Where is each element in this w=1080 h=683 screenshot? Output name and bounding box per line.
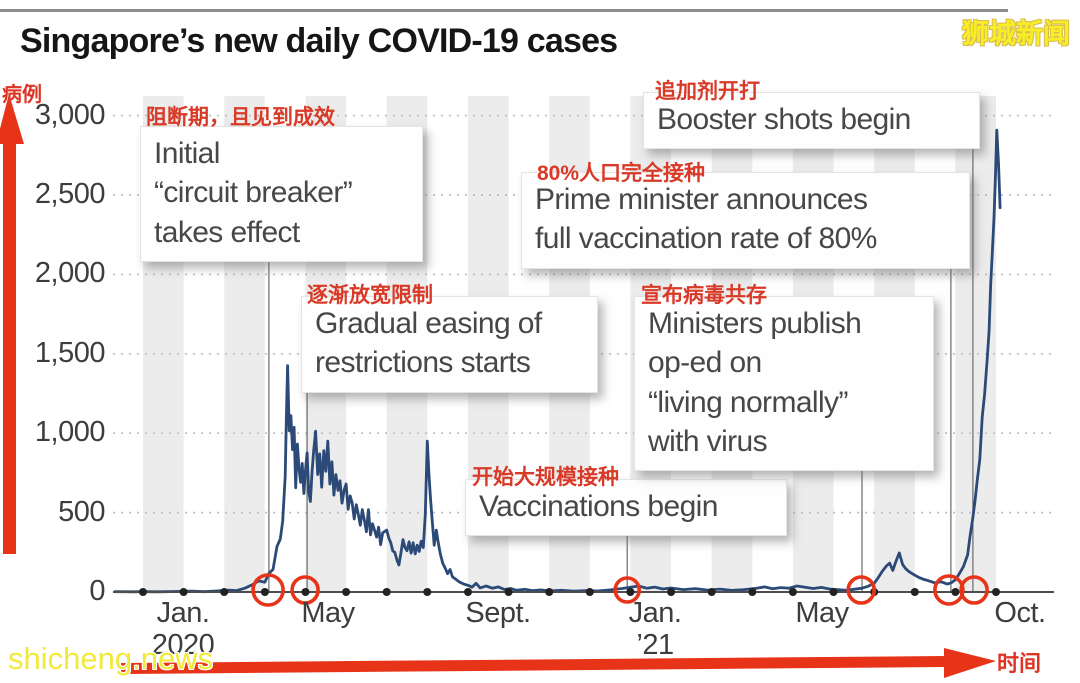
x-axis-unit-label: 时间 [997,651,1042,676]
annotation-text-line: Booster shots begin [657,103,911,136]
axis-tick-dot [585,588,594,596]
axis-tick-dot [504,588,513,596]
axis-tick-dot [179,588,188,596]
annotation-text-line: with virus [648,424,768,458]
annotation-text-line: Initial [154,137,220,170]
y-tick-label: 1,000 [34,416,106,449]
annotation-text-line: “circuit breaker” [154,176,353,210]
annotation-text-line: takes effect [154,215,300,249]
axis-tick-dot [707,588,716,596]
axis-tick-dot [667,588,676,596]
annotation-box: Ministers publish op-ed on “living normall… [634,296,934,472]
event-highlight-circle [613,576,642,604]
axis-tick-dot [464,588,472,596]
axis-tick-dot [910,588,919,596]
x-tick-label: Jan. 2020 [113,597,253,662]
x-tick-label-line2: 2020 [151,628,215,661]
event-highlight-circle [933,574,965,606]
annotation-box: Booster shots begin [643,92,980,150]
cases-line-series [113,128,1002,594]
annotation-text-line: Prime minister announces [535,183,868,216]
axis-tick-dot [260,588,269,596]
event-highlight-circle [290,575,320,605]
annotation-label-zh: 80%人口完全接种 [537,162,706,185]
y-tick-label: 0 [89,575,105,607]
axis-tick-dot [382,588,391,596]
event-highlight-circle [959,575,989,605]
axis-tick-dot [220,588,229,596]
annotation-label-zh: 阻断期，且见到成效 [146,106,335,129]
annotation-box: Vaccinations begin [465,479,787,537]
axis-tick-dot [545,588,554,596]
annotation-box: Gradual easing of restrictions starts [301,296,598,393]
y-axis-red-arrow-head [0,94,24,144]
annotation-label-zh: 逐渐放宽限制 [307,284,433,307]
x-tick-label: May [795,597,849,629]
annotation-label-zh: 宣布病毒共存 [641,284,767,307]
axis-tick-dot [301,588,310,596]
month-stripe [955,96,997,592]
y-axis-unit-label: 病例 [2,84,42,106]
x-tick-label: Oct. [994,597,1046,629]
y-tick-label: 2,500 [34,178,106,210]
top-divider [0,9,1008,12]
annotation-text-line: “living normally” [648,385,848,419]
axis-tick-dot [788,588,797,596]
event-highlight-circle [846,575,877,605]
axis-tick-dot [829,588,838,596]
axis-tick-dot [423,588,432,596]
x-tick-label: Jan. ’21 [585,597,725,662]
annotation-text-line: op-ed on [648,346,762,380]
axis-tick-dot [992,588,1000,596]
x-axis-red-arrow [121,648,996,678]
y-tick-label: 2,000 [34,257,106,290]
y-tick-label: 3,000 [34,98,106,131]
y-axis-red-arrow-shaft [3,134,16,554]
axis-tick-dot [626,588,635,596]
event-highlight-circle [251,573,285,607]
annotation-text-line: restrictions starts [315,346,531,380]
annotation-text-line: full vaccination rate of 80% [535,222,877,256]
x-tick-label-line2: ’21 [636,628,674,661]
chart-title: Singapore’s new daily COVID-19 cases [20,22,618,60]
axis-tick-dot [139,588,147,596]
annotation-text-line: Ministers publish [648,307,862,340]
watermark: shicheng.news [8,641,214,676]
annotation-box: Initial “circuit breaker” takes effect [140,126,423,262]
x-tick-label: Sept. [465,597,531,629]
x-tick-label: May [301,597,355,629]
axis-tick-dot [342,588,351,596]
annotation-label-zh: 追加剂开打 [655,80,760,103]
y-tick-label: 1,500 [34,336,106,369]
site-logo: 狮城新闻 [962,19,1070,49]
annotation-text-line: Gradual easing of [315,307,542,340]
annotation-label-zh: 开始大规模接种 [472,466,619,489]
y-tick-label: 500 [58,495,105,528]
axis-tick-dot [951,588,960,596]
axis-tick-dot [748,588,757,596]
annotation-box: Prime minister announces full vaccination… [521,172,970,269]
annotation-text-line: Vaccinations begin [479,490,718,523]
